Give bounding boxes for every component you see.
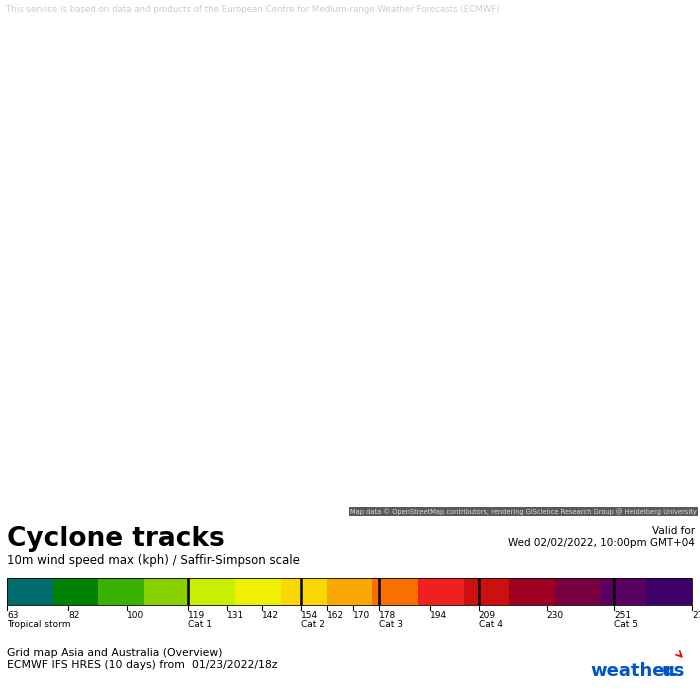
- Text: Tropical storm: Tropical storm: [7, 620, 71, 629]
- Bar: [144, 578, 190, 605]
- Text: 230: 230: [547, 611, 564, 620]
- Text: 251: 251: [615, 611, 631, 620]
- Text: 119: 119: [188, 611, 205, 620]
- Text: 154: 154: [301, 611, 318, 620]
- Bar: [601, 578, 646, 605]
- Bar: [52, 578, 98, 605]
- Text: 194: 194: [430, 611, 447, 620]
- Text: 100: 100: [127, 611, 144, 620]
- Bar: [7, 578, 692, 605]
- Text: Wed 02/02/2022, 10:00pm GMT+04: Wed 02/02/2022, 10:00pm GMT+04: [508, 538, 695, 548]
- Text: Cat 1: Cat 1: [188, 620, 212, 629]
- Text: This service is based on data and products of the European Centre for Medium-ran: This service is based on data and produc…: [6, 4, 499, 13]
- Text: Cyclone tracks: Cyclone tracks: [7, 526, 225, 552]
- Text: Cat 3: Cat 3: [379, 620, 402, 629]
- Bar: [418, 578, 463, 605]
- Bar: [190, 578, 235, 605]
- Bar: [510, 578, 555, 605]
- Text: 162: 162: [327, 611, 344, 620]
- Text: Cat 5: Cat 5: [615, 620, 638, 629]
- Text: ECMWF IFS HRES (10 days) from  01/23/2022/18z: ECMWF IFS HRES (10 days) from 01/23/2022…: [7, 660, 277, 670]
- Text: 170: 170: [353, 611, 370, 620]
- Text: 63: 63: [7, 611, 18, 620]
- Bar: [372, 578, 418, 605]
- Text: Map data © OpenStreetMap contributors, rendering GIScience Research Group @ Heid: Map data © OpenStreetMap contributors, r…: [350, 508, 697, 515]
- Text: Valid for: Valid for: [652, 526, 695, 536]
- Text: 10m wind speed max (kph) / Saffir-Simpson scale: 10m wind speed max (kph) / Saffir-Simpso…: [7, 554, 300, 567]
- Bar: [463, 578, 510, 605]
- Text: Cat 4: Cat 4: [479, 620, 503, 629]
- Text: 142: 142: [262, 611, 279, 620]
- Bar: [235, 578, 281, 605]
- Bar: [98, 578, 144, 605]
- Text: 275: 275: [692, 611, 700, 620]
- Text: 131: 131: [227, 611, 244, 620]
- Text: weather.: weather.: [590, 662, 678, 680]
- Text: 209: 209: [479, 611, 496, 620]
- Text: 178: 178: [379, 611, 396, 620]
- Text: Cat 2: Cat 2: [301, 620, 325, 629]
- Bar: [7, 578, 52, 605]
- Text: Grid map Asia and Australia (Overview): Grid map Asia and Australia (Overview): [7, 648, 223, 658]
- Bar: [646, 578, 692, 605]
- Text: 82: 82: [69, 611, 80, 620]
- Bar: [555, 578, 601, 605]
- Bar: [281, 578, 327, 605]
- Bar: [327, 578, 372, 605]
- Text: us: us: [662, 662, 685, 680]
